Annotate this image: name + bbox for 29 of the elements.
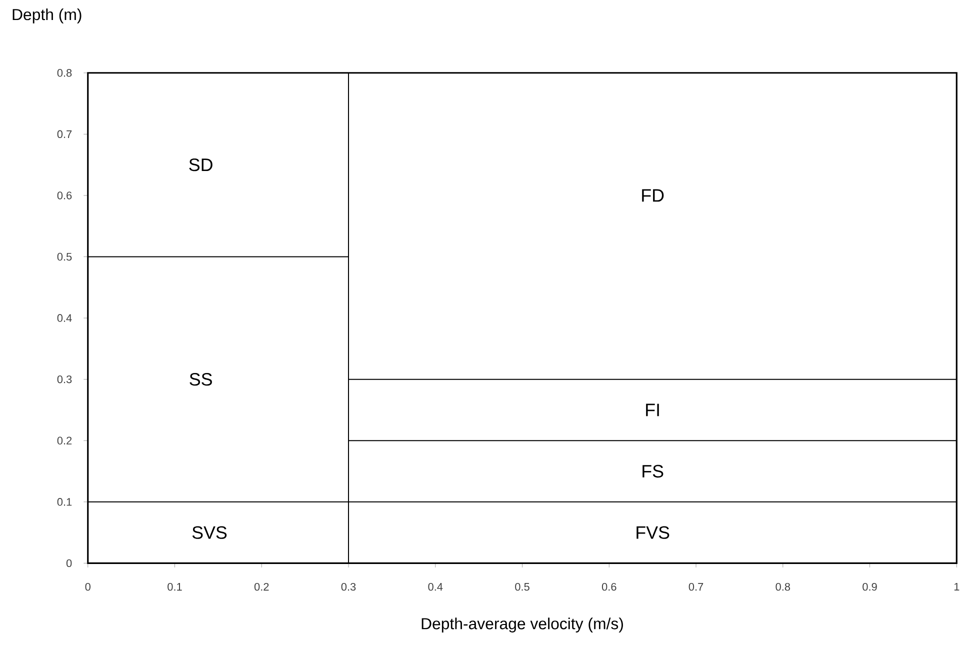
annotation: FI: [646, 404, 659, 416]
annotation: SD: [189, 158, 212, 172]
x-tick-label: 0.8: [776, 582, 790, 591]
y-tick-label: 0.3: [57, 375, 72, 384]
y-tick-label: 0.8: [57, 69, 72, 77]
annotation: FVS: [636, 526, 670, 539]
y-tick-label: 0.2: [57, 436, 72, 444]
annotation: FS: [642, 464, 664, 478]
x-tick-label: 0.1: [168, 582, 182, 591]
annotation: FD: [642, 189, 664, 202]
x-tick-label: 0.3: [341, 582, 356, 591]
x-tick-label: 0.9: [862, 582, 877, 591]
y-axis-title: Depth (m): [12, 8, 82, 24]
annotation: SS: [190, 372, 212, 386]
x-tick-label: 0: [85, 582, 90, 591]
x-tick-label: 0.7: [688, 582, 704, 591]
y-tick-label: 0.4: [57, 314, 72, 322]
x-axis-title: Depth-average velocity (m/s): [422, 618, 623, 632]
y-tick-label: 0.6: [57, 192, 72, 200]
x-tick-label: 0.4: [428, 582, 443, 591]
x-tick-label: 1: [954, 582, 960, 590]
x-tick-label: 0.6: [602, 582, 616, 591]
y-tick-label: 0.1: [57, 498, 72, 506]
x-tick-label: 0.5: [515, 582, 530, 591]
annotation: SVS: [192, 526, 227, 539]
x-tick-label: 0.2: [254, 582, 269, 591]
y-tick-label: 0: [66, 559, 72, 568]
y-tick-label: 0.5: [57, 252, 72, 261]
y-tick-label: 0.7: [57, 130, 72, 138]
